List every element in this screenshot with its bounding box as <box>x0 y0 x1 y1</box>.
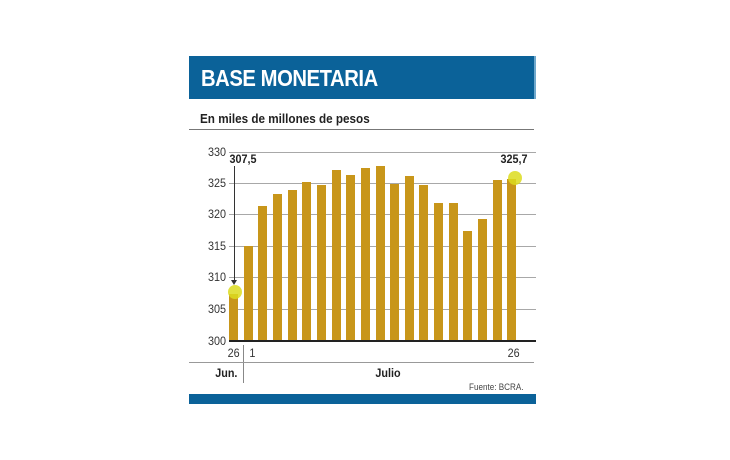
month-divider <box>189 362 534 363</box>
highlight-marker-first <box>228 285 242 299</box>
chart-title: BASE MONETARIA <box>201 65 378 91</box>
month-label-june: Jun. <box>215 366 238 380</box>
x-axis-baseline <box>229 340 536 342</box>
bar <box>272 194 282 341</box>
chart-card: BASE MONETARIA En miles de millones de p… <box>189 56 536 404</box>
x-tick-label-start: 26 <box>227 346 240 360</box>
bar <box>463 231 473 341</box>
bar <box>360 168 370 341</box>
annotation-arrow-line <box>234 166 235 281</box>
x-tick-label-july-first: 1 <box>249 346 256 360</box>
y-tick-label: 315 <box>207 239 226 253</box>
y-tick-label: 305 <box>207 302 226 316</box>
y-tick-label: 320 <box>207 207 226 221</box>
bar <box>243 245 253 341</box>
bar <box>302 181 312 341</box>
bar <box>434 203 444 341</box>
plot-area: 330 325 320 315 310 305 300 307,5 325,7 … <box>189 56 536 404</box>
bar <box>346 175 356 341</box>
bar <box>404 175 414 341</box>
bar <box>258 206 268 341</box>
y-tick-label: 310 <box>207 270 226 284</box>
title-band: BASE MONETARIA <box>189 56 536 99</box>
y-tick-label: 325 <box>207 176 226 190</box>
bar <box>419 184 429 341</box>
bar <box>390 184 400 341</box>
bar <box>287 190 297 341</box>
highlight-marker-last <box>508 171 522 185</box>
annotation-first-value: 307,5 <box>229 152 257 166</box>
month-label-july: Julio <box>375 366 401 380</box>
subtitle-divider <box>189 129 534 130</box>
bar <box>316 184 326 341</box>
bar <box>229 293 238 341</box>
gridline <box>229 152 536 153</box>
y-tick-label: 330 <box>207 145 226 159</box>
bar <box>507 179 517 341</box>
bar <box>331 170 341 341</box>
arrow-down-icon <box>231 280 237 285</box>
bar <box>492 180 502 341</box>
y-tick-label: 300 <box>207 334 226 348</box>
footer-band <box>189 394 536 404</box>
annotation-last-value: 325,7 <box>500 152 528 166</box>
bar <box>448 203 458 341</box>
month-separator <box>243 345 244 383</box>
chart-subtitle: En miles de millones de pesos <box>200 111 370 126</box>
bar <box>478 218 488 341</box>
bar <box>375 165 385 341</box>
source-note: Fuente: BCRA. <box>469 382 524 392</box>
x-tick-label-end: 26 <box>507 346 520 360</box>
